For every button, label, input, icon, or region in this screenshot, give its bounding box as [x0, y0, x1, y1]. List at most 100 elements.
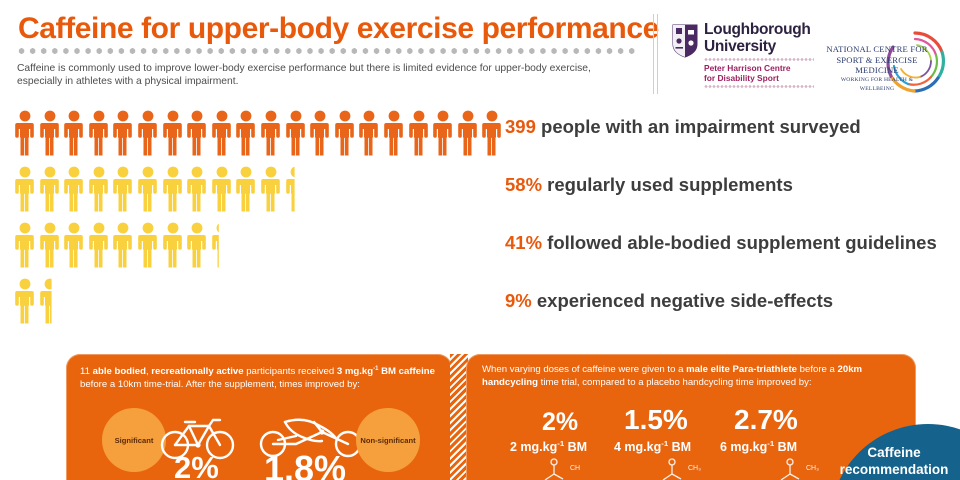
person-icon	[260, 166, 282, 212]
person-icon	[334, 110, 356, 156]
panel-left-body: 11 able bodied, recreationally active pa…	[80, 365, 435, 390]
non-significant-value: 1.8%	[264, 448, 347, 480]
peter-harrison-centre-label: Peter Harrison Centre for Disability Spo…	[704, 63, 791, 83]
person-icon	[211, 110, 233, 156]
panel-able-bodied-study: 11 able bodied, recreationally active pa…	[66, 354, 452, 480]
person-icon	[481, 110, 503, 156]
stat-item-1: 399 people with an impairment surveyed	[505, 116, 861, 138]
dose-value-1: 2%	[542, 408, 579, 436]
person-icon	[88, 166, 110, 212]
shield-crest-icon	[672, 24, 698, 58]
stat-text-4: experienced negative side-effects	[531, 290, 834, 311]
person-icon	[235, 110, 257, 156]
loughborough-logo-rule-top	[704, 58, 814, 61]
person-icon	[309, 110, 331, 156]
person-icon	[211, 166, 233, 212]
panel-separator-zigzag	[450, 354, 468, 480]
person-icon	[432, 110, 454, 156]
stat-text-3: followed able-bodied supplement guidelin…	[542, 232, 937, 253]
svg-text:CH: CH	[570, 465, 580, 472]
loughborough-university-logo: Loughborough University Peter Harrison C…	[672, 21, 822, 92]
loughborough-logo-rule-bottom	[704, 85, 814, 88]
stat-value-1: 399	[505, 116, 536, 137]
caffeine-recommendation-label: Caffeine recommendation	[828, 444, 960, 478]
person-icon	[112, 166, 134, 212]
stat-text-2: regularly used supplements	[542, 174, 793, 195]
phc-line2: for Disability Sport	[704, 73, 779, 83]
header: Caffeine for upper-body exercise perform…	[0, 0, 960, 108]
person-icon	[162, 110, 184, 156]
panel-right-border	[466, 354, 916, 480]
dose-value-3: 2.7%	[734, 404, 798, 435]
road-bicycle-icon	[160, 418, 235, 460]
ncsem-line3: WORKING FOR HEALTH & WELLBEING	[840, 76, 914, 92]
badge-line2: recommendation	[839, 462, 949, 477]
statistics-list: 399 people with an impairment surveyed 58…	[505, 116, 955, 322]
person-icon	[39, 222, 61, 268]
stat-value-4: 9%	[505, 290, 532, 311]
person-icon	[14, 166, 36, 212]
header-divider	[653, 14, 659, 94]
non-significant-label: Non-significant	[360, 436, 416, 445]
phc-line1: Peter Harrison Centre	[704, 63, 791, 73]
page-title: Caffeine for upper-body exercise perform…	[18, 12, 659, 45]
person-icon	[162, 166, 184, 212]
person-icon	[186, 166, 208, 212]
significant-circle	[102, 408, 166, 472]
person-icon	[39, 110, 61, 156]
loughborough-name-line2: University	[704, 37, 776, 55]
svg-text:CH₃: CH₃	[688, 465, 701, 472]
header-subtitle: Caffeine is commonly used to improve low…	[17, 63, 591, 87]
person-icon	[235, 166, 257, 212]
svg-text:CH₃: CH₃	[806, 465, 819, 472]
person-icon	[358, 110, 380, 156]
person-icon	[88, 110, 110, 156]
dotted-rule	[16, 48, 640, 54]
significant-label: Significant	[114, 436, 154, 445]
person-icon	[63, 110, 85, 156]
multicolour-ring-icon	[886, 31, 946, 93]
ncsem-logo: NATIONAL CENTRE FOR SPORT & EXERCISE MED…	[823, 26, 955, 98]
panel-para-triathlete-study: When varying doses of caffeine were give…	[466, 354, 916, 480]
significant-value: 2%	[174, 450, 219, 480]
person-icon	[14, 110, 36, 156]
person-icon	[186, 222, 208, 268]
person-icon	[14, 278, 36, 324]
pictogram-chart	[14, 110, 504, 324]
person-icon-partial	[39, 278, 61, 324]
ncsem-logo-text: NATIONAL CENTRE FOR SPORT & EXERCISE MED…	[823, 44, 931, 94]
person-icon	[408, 110, 430, 156]
person-icon	[162, 222, 184, 268]
stat-item-2: 58% regularly used supplements	[505, 174, 793, 196]
loughborough-name-line1: Loughborough	[704, 21, 811, 38]
panel-right-body: When varying doses of caffeine were give…	[482, 364, 863, 388]
person-icon	[457, 110, 479, 156]
person-icon	[14, 222, 36, 268]
dose-label-1: 2 mg.kg-1 BM	[510, 438, 588, 454]
stat-item-3: 41% followed able-bodied supplement guid…	[505, 232, 937, 254]
stat-value-3: 41%	[505, 232, 543, 253]
dose-label-2: 4 mg.kg-1 BM	[614, 438, 692, 454]
stat-text-1: people with an impairment surveyed	[535, 116, 861, 137]
dose-value-2: 1.5%	[624, 404, 688, 435]
person-icon	[137, 222, 159, 268]
person-icon	[137, 166, 159, 212]
person-icon	[260, 110, 282, 156]
non-significant-circle	[356, 408, 420, 472]
person-icon-partial	[211, 222, 233, 268]
person-icon	[63, 222, 85, 268]
caffeine-molecule-icon-3: CH₃	[780, 458, 819, 480]
person-icon	[285, 110, 307, 156]
ncsem-line2: SPORT & EXERCISE MEDICINE	[836, 54, 918, 76]
person-icon	[112, 110, 134, 156]
person-icon	[112, 222, 134, 268]
dose-label-3: 6 mg.kg-1 BM	[720, 438, 798, 454]
loughborough-logo-name: Loughborough University	[704, 21, 811, 55]
ncsem-line1: NATIONAL CENTRE FOR	[826, 44, 928, 54]
person-icon	[137, 110, 159, 156]
caffeine-molecule-icon-2: CH₃	[662, 458, 701, 480]
stat-value-2: 58%	[505, 174, 543, 195]
person-icon	[39, 166, 61, 212]
person-icon	[88, 222, 110, 268]
